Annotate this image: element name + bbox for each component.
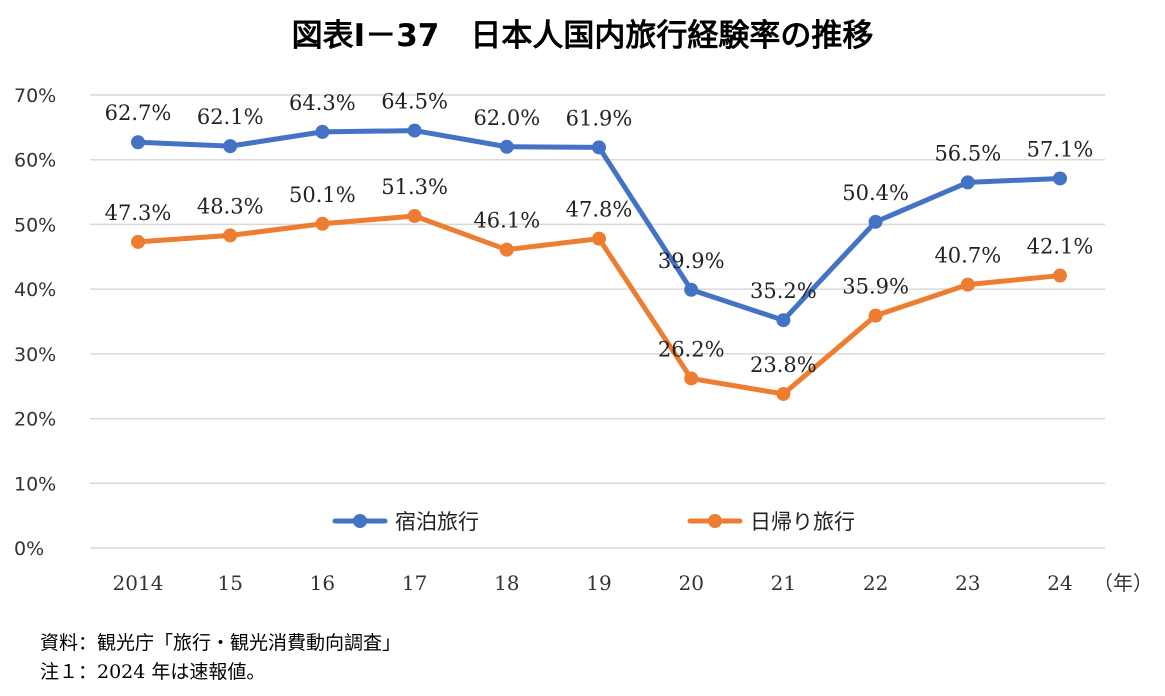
x-tick-label: 20 <box>678 571 703 595</box>
data-label: 35.2% <box>750 279 817 303</box>
data-point <box>1053 171 1067 186</box>
data-labels: 62.7% 62.1% 64.3% 64.5% 62.0% 61.9% 39.9% 35.2%… <box>105 90 1094 377</box>
data-point <box>131 135 145 150</box>
y-tick-label: 60% <box>14 150 56 172</box>
data-label: 56.5% <box>934 141 1001 165</box>
data-label: 62.1% <box>197 105 264 129</box>
y-tick-label: 0% <box>14 538 44 560</box>
y-tick-label: 70% <box>14 85 56 107</box>
data-point <box>776 386 791 401</box>
data-point <box>499 242 514 257</box>
data-label: 57.1% <box>1027 137 1094 161</box>
data-label: 42.1% <box>1027 235 1094 259</box>
x-tick-label: 18 <box>494 571 519 595</box>
line-chart: 0%10%20%30%40%50%60%70% 2014 15 16 17 18 19 20… <box>14 85 1153 595</box>
data-point <box>407 123 422 138</box>
data-label: 26.2% <box>658 337 725 361</box>
y-tick-label: 30% <box>14 344 56 366</box>
data-label: 35.9% <box>842 275 909 299</box>
data-point <box>1053 268 1067 283</box>
data-label: 46.1% <box>473 209 540 233</box>
x-tick-label: 2014 <box>113 571 164 595</box>
data-label: 64.3% <box>289 91 356 115</box>
x-tick-label: 21 <box>771 571 796 595</box>
x-tick-label: 22 <box>863 571 888 595</box>
data-point <box>960 277 975 292</box>
y-tick-label: 20% <box>14 409 56 431</box>
x-tick-label: 16 <box>310 571 335 595</box>
data-point <box>131 234 145 249</box>
x-tick-label: 24 <box>1047 571 1072 595</box>
x-tick-label: 23 <box>955 571 980 595</box>
data-point <box>960 175 975 190</box>
legend: 宿泊旅行 日帰り旅行 <box>332 510 855 534</box>
data-label: 47.3% <box>105 201 172 225</box>
legend-label: 宿泊旅行 <box>395 510 479 534</box>
y-axis-ticks: 0% 10% 20% 30% 40% 50% 60% 70% <box>14 85 56 560</box>
data-point <box>315 124 330 139</box>
data-label: 62.0% <box>473 106 540 130</box>
source-note: 資料：観光庁「旅行・観光消費動向調査」 <box>40 632 402 654</box>
data-point <box>223 228 238 243</box>
data-label: 40.7% <box>934 244 1001 268</box>
data-point <box>223 139 238 154</box>
series-points <box>131 123 1067 401</box>
data-point <box>499 139 514 154</box>
data-label: 51.3% <box>381 175 448 199</box>
legend-marker <box>708 514 722 528</box>
data-point <box>868 214 883 229</box>
data-label: 47.8% <box>566 198 633 222</box>
legend-label: 日帰り旅行 <box>750 510 855 534</box>
data-point <box>776 313 791 328</box>
data-label: 50.1% <box>289 183 356 207</box>
y-tick-label: 50% <box>14 214 56 236</box>
data-label: 64.5% <box>381 90 448 114</box>
footnote: 注１：2024 年は速報値。 <box>40 661 266 683</box>
data-point <box>592 231 606 246</box>
x-unit-label: （年） <box>1093 571 1153 595</box>
y-tick-label: 10% <box>14 473 56 495</box>
data-label: 39.9% <box>658 249 725 273</box>
data-point <box>592 140 606 155</box>
data-label: 61.9% <box>566 106 633 130</box>
x-axis-ticks: 2014 15 16 17 18 19 20 21 22 23 24 （年） <box>113 571 1153 595</box>
legend-marker <box>353 514 367 528</box>
data-point <box>407 209 422 224</box>
data-point <box>684 371 699 386</box>
data-label: 23.8% <box>750 353 817 377</box>
gridlines <box>90 94 1105 549</box>
data-point <box>684 282 699 297</box>
x-tick-label: 17 <box>402 571 427 595</box>
data-label: 62.7% <box>105 101 172 125</box>
x-tick-label: 15 <box>217 571 242 595</box>
x-tick-label: 19 <box>586 571 611 595</box>
data-point <box>868 308 883 323</box>
data-point <box>315 216 330 231</box>
y-tick-label: 40% <box>14 279 56 301</box>
data-label: 48.3% <box>197 194 264 218</box>
data-label: 50.4% <box>842 181 909 205</box>
chart-title: 図表Ⅰ－37 日本人国内旅行経験率の推移 <box>291 18 874 54</box>
